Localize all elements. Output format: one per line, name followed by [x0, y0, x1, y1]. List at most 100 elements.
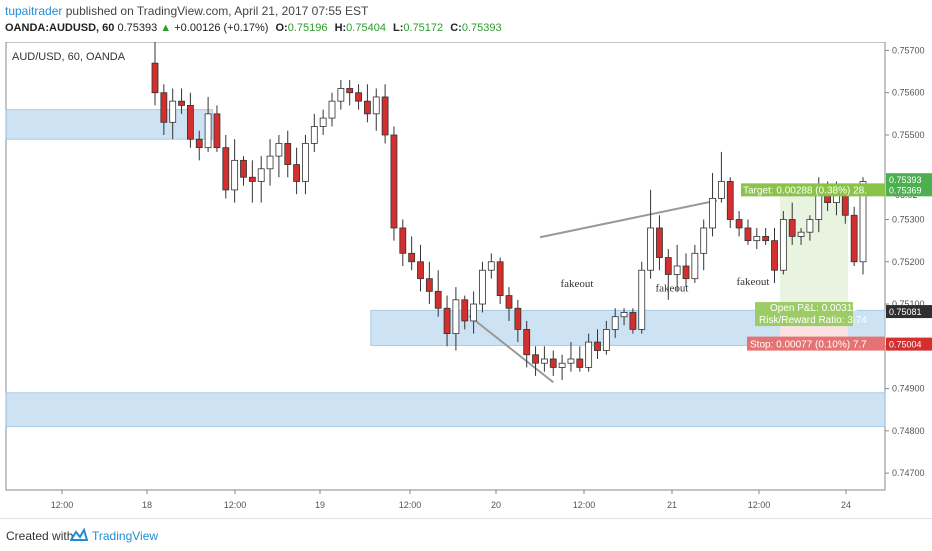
pnl-label-box [755, 302, 853, 327]
candle-body[interactable] [399, 227, 407, 254]
candle-body[interactable] [841, 193, 849, 216]
candle-body[interactable] [487, 261, 495, 271]
candle-body[interactable] [682, 265, 690, 280]
candle-body[interactable] [195, 138, 203, 149]
candle-body[interactable] [372, 96, 380, 115]
entry-price-tag: 0.75081 [889, 307, 922, 317]
candle-body[interactable] [337, 88, 345, 102]
candle-body[interactable] [629, 312, 637, 330]
symbol-label[interactable]: OANDA:AUDUSD, 60 [5, 22, 115, 34]
candle-body[interactable] [753, 236, 761, 242]
candle-body[interactable] [452, 299, 460, 335]
candle-body[interactable] [310, 126, 318, 144]
candle-body[interactable] [151, 62, 159, 94]
candle-body[interactable] [470, 303, 478, 322]
candle-body[interactable] [293, 164, 301, 182]
author-link[interactable]: tupaitrader [5, 4, 63, 18]
candle-body[interactable] [178, 100, 185, 106]
candle-body[interactable] [700, 227, 708, 254]
candle-body[interactable] [381, 96, 389, 136]
last-price-tag-box [886, 173, 932, 187]
candle-body[interactable] [718, 181, 725, 199]
candle-body[interactable] [231, 159, 239, 191]
fakeout-annotation: fakeout [561, 278, 594, 290]
low-value: 0.75172 [403, 22, 444, 34]
supply-demand-zone-0 [5, 109, 214, 140]
candle-body[interactable] [434, 290, 442, 309]
candle-body[interactable] [461, 299, 469, 322]
candle-body[interactable] [673, 265, 681, 275]
x-tick-label: 12:00 [224, 500, 247, 510]
candle-body[interactable] [417, 261, 424, 280]
candle-body[interactable] [443, 307, 451, 335]
candle-body[interactable] [602, 328, 610, 351]
candle-body[interactable] [514, 307, 522, 330]
candle-body[interactable] [222, 147, 230, 191]
candle-body[interactable] [408, 252, 416, 263]
candle-body[interactable] [479, 269, 486, 305]
y-tick-label: 0.75500 [892, 130, 925, 140]
candle-body[interactable] [523, 328, 531, 356]
x-tick-label: 21 [667, 500, 677, 510]
candle-body[interactable] [169, 100, 177, 123]
candle-body[interactable] [549, 358, 557, 368]
candle-body[interactable] [850, 214, 858, 263]
candle-body[interactable] [771, 240, 778, 271]
candle-body[interactable] [638, 269, 646, 330]
candle-body[interactable] [505, 295, 513, 309]
tradingview-brand[interactable]: TradingView [92, 529, 159, 543]
candle-body[interactable] [815, 193, 823, 220]
candlestick-chart[interactable]: Target: 0.00288 (0.38%) 28. Open P&L: 0.0… [0, 42, 932, 518]
candle-body[interactable] [160, 92, 168, 123]
candle-body[interactable] [691, 252, 699, 280]
candle-body[interactable] [779, 219, 787, 271]
candle-body[interactable] [611, 316, 619, 330]
candle-body[interactable] [319, 117, 327, 127]
fakeout-annotation: fakeout [737, 276, 770, 288]
candle-body[interactable] [762, 236, 770, 242]
target-area [780, 190, 848, 313]
candle-body[interactable] [390, 134, 398, 229]
candle-body[interactable] [204, 113, 212, 149]
candle-body[interactable] [425, 278, 433, 292]
candle-body[interactable] [726, 181, 734, 220]
trendline-1[interactable] [468, 315, 554, 384]
candle-body[interactable] [709, 197, 716, 229]
stop-label-box [747, 336, 885, 351]
candle-body[interactable] [355, 92, 362, 102]
candle-body[interactable] [664, 257, 672, 275]
candle-body[interactable] [302, 143, 309, 182]
candle-body[interactable] [788, 219, 796, 237]
candle-body[interactable] [346, 88, 354, 94]
candle-body[interactable] [656, 227, 663, 258]
candle-body[interactable] [620, 312, 628, 318]
candle-body[interactable] [797, 231, 805, 237]
candle-body[interactable] [735, 219, 743, 229]
candle-body[interactable] [859, 181, 867, 263]
x-tick-label: 19 [315, 500, 325, 510]
candle-body[interactable] [248, 176, 256, 182]
candle-body[interactable] [240, 159, 247, 178]
candle-body[interactable] [576, 358, 584, 368]
candle-body[interactable] [585, 341, 593, 368]
candle-body[interactable] [363, 100, 371, 115]
candle-body[interactable] [186, 104, 194, 140]
candle-body[interactable] [213, 113, 221, 149]
candle-body[interactable] [744, 227, 752, 242]
candle-body[interactable] [541, 358, 548, 364]
candle-body[interactable] [558, 362, 566, 368]
candle-body[interactable] [328, 100, 336, 119]
trendline-0[interactable] [539, 199, 718, 239]
fakeout-annotation: fakeout [656, 282, 689, 294]
candle-body[interactable] [266, 155, 274, 170]
candle-body[interactable] [257, 168, 265, 182]
candle-body[interactable] [284, 143, 292, 165]
candle-body[interactable] [647, 227, 654, 271]
candle-body[interactable] [567, 358, 575, 364]
candle-body[interactable] [275, 143, 283, 157]
candle-body[interactable] [594, 341, 601, 351]
candle-body[interactable] [806, 219, 814, 233]
candle-body[interactable] [532, 354, 539, 364]
candle-body[interactable] [496, 261, 504, 296]
x-tick-label: 12:00 [399, 500, 422, 510]
